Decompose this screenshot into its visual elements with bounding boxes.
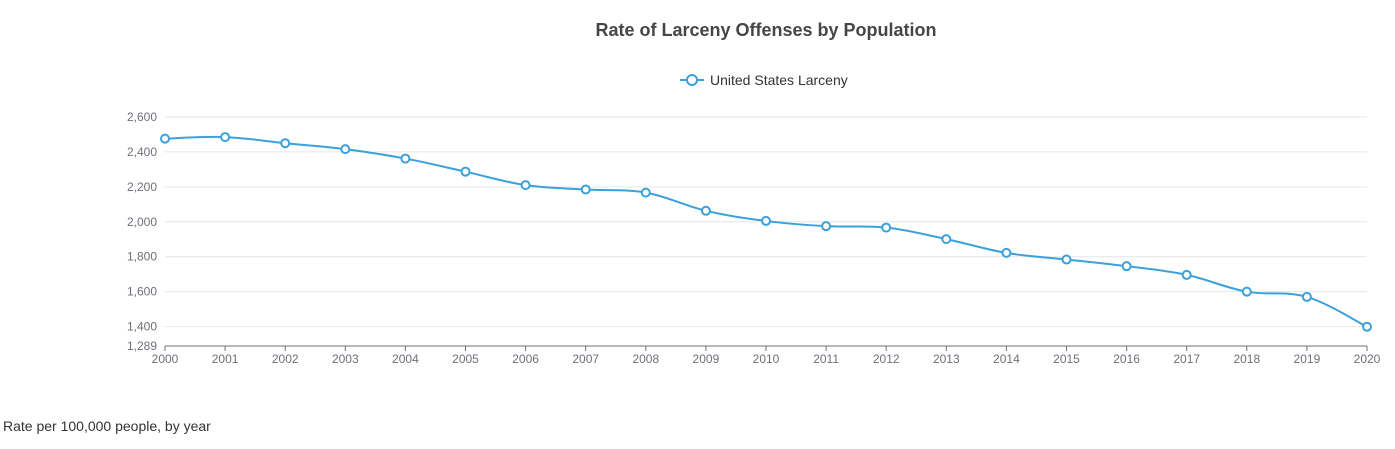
- x-tick-label: 2006: [512, 352, 539, 366]
- y-tick-label: 1,800: [127, 250, 157, 264]
- data-point[interactable]: [580, 184, 591, 195]
- x-tick-label: 2005: [452, 352, 479, 366]
- x-tick-label: 2011: [813, 352, 839, 366]
- x-tick-label: 2015: [1053, 352, 1080, 366]
- x-tick-label: 2001: [212, 352, 239, 366]
- x-tick-label: 2020: [1354, 352, 1381, 366]
- chart-caption: Rate per 100,000 people, by year: [3, 418, 211, 434]
- y-tick-label: 1,289: [127, 339, 157, 353]
- x-tick-label: 2002: [272, 352, 299, 366]
- x-tick-label: 2004: [392, 352, 419, 366]
- data-point[interactable]: [821, 221, 832, 232]
- y-tick-label: 1,400: [127, 320, 157, 334]
- data-points: [160, 132, 1372, 332]
- x-tick-label: 2003: [332, 352, 359, 366]
- y-tick-label: 2,400: [127, 145, 157, 159]
- data-point[interactable]: [761, 215, 771, 226]
- x-tick-label: 2007: [572, 352, 599, 366]
- x-tick-label: 2013: [933, 352, 960, 366]
- x-tick-label: 2009: [693, 352, 720, 366]
- y-tick-label: 2,600: [127, 110, 157, 124]
- axes: 1,289 1,400 1,600 1,800 2,000 2,200 2,400 2,600…: [127, 110, 1381, 366]
- x-tick-label: 2014: [993, 352, 1020, 366]
- data-point[interactable]: [280, 138, 291, 149]
- data-point[interactable]: [1241, 286, 1252, 297]
- legend[interactable]: United States Larceny: [680, 72, 848, 88]
- data-point[interactable]: [1362, 321, 1372, 332]
- data-point[interactable]: [340, 144, 351, 155]
- x-tick-label: 2008: [632, 352, 659, 366]
- data-point[interactable]: [640, 187, 651, 198]
- series: [164, 135, 1368, 328]
- chart-title: Rate of Larceny Offenses by Population: [595, 20, 936, 40]
- series-line: [164, 135, 1368, 328]
- data-point[interactable]: [520, 180, 531, 191]
- data-point[interactable]: [1181, 269, 1192, 280]
- y-tick-label: 2,000: [127, 215, 157, 229]
- x-tick-label: 2018: [1233, 352, 1260, 366]
- legend-circle-marker: [686, 74, 698, 86]
- data-point[interactable]: [160, 133, 170, 144]
- y-tick-label: 2,200: [127, 180, 157, 194]
- data-point[interactable]: [400, 153, 411, 164]
- y-tick-label: 1,600: [127, 285, 157, 299]
- data-point[interactable]: [700, 205, 711, 216]
- data-point[interactable]: [460, 166, 471, 177]
- x-tick-label: 2016: [1113, 352, 1140, 366]
- x-tick-label: 2010: [753, 352, 780, 366]
- x-tick-label: 2017: [1173, 352, 1200, 366]
- x-tick-label: 2000: [152, 352, 179, 366]
- data-point[interactable]: [1061, 254, 1072, 265]
- x-tick-label: 2019: [1294, 352, 1321, 366]
- data-point[interactable]: [220, 132, 231, 143]
- x-tick-label: 2012: [873, 352, 900, 366]
- data-point[interactable]: [881, 222, 892, 233]
- data-point[interactable]: [1001, 247, 1012, 258]
- legend-label: United States Larceny: [710, 72, 848, 88]
- data-point[interactable]: [1121, 261, 1132, 272]
- data-point[interactable]: [941, 234, 952, 245]
- data-point[interactable]: [1301, 291, 1312, 302]
